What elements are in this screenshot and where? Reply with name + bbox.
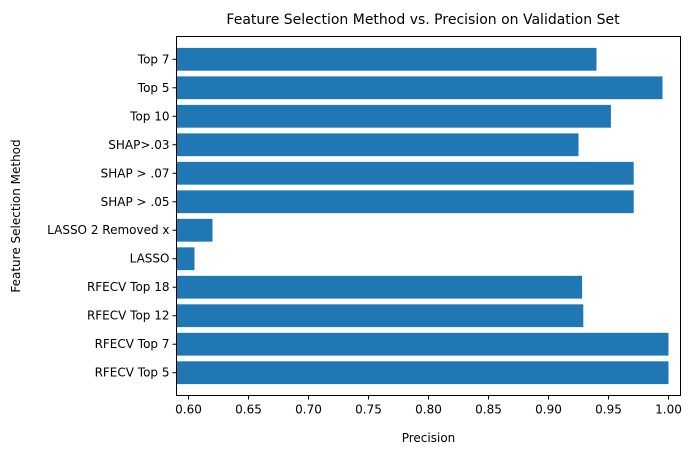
x-tick-label: 0.60 xyxy=(175,403,202,417)
x-tick-label: 0.70 xyxy=(295,403,322,417)
x-tick-label: 0.65 xyxy=(235,403,262,417)
bar-2 xyxy=(176,304,584,328)
bar-5 xyxy=(176,218,213,242)
x-tick-label: 0.95 xyxy=(595,403,622,417)
bar-9 xyxy=(176,104,611,128)
y-tick-label: Top 7 xyxy=(137,52,170,66)
plot-frame xyxy=(176,36,681,396)
y-tick-label: RFECV Top 7 xyxy=(95,337,170,351)
bar-11 xyxy=(176,47,597,71)
x-axis-label: Precision xyxy=(402,431,456,445)
y-tick-label: SHAP > .07 xyxy=(101,166,170,180)
bar-1 xyxy=(176,332,669,356)
y-tick-label: Top 10 xyxy=(129,109,169,123)
bar-6 xyxy=(176,190,634,214)
bar-8 xyxy=(176,133,579,157)
y-tick-label: LASSO xyxy=(130,252,170,266)
y-tick-label: SHAP>.03 xyxy=(108,138,169,152)
bars-layer xyxy=(176,47,669,385)
y-tick-label: SHAP > .05 xyxy=(101,195,170,209)
x-tick-label: 0.90 xyxy=(535,403,562,417)
bar-4 xyxy=(176,247,195,271)
x-tick-label: 0.80 xyxy=(415,403,442,417)
x-tick-label: 1.00 xyxy=(655,403,682,417)
x-ticks: 0.60 0.65 0.70 0.75 0.80 0.85 0.90 0.95 1.00 xyxy=(175,395,682,417)
y-tick-label: RFECV Top 5 xyxy=(95,366,170,380)
bar-3 xyxy=(176,275,583,299)
y-tick-label: RFECV Top 12 xyxy=(87,309,170,323)
y-tick-label: RFECV Top 18 xyxy=(87,280,170,294)
y-ticks: RFECV Top 5 RFECV Top 7 RFECV Top 12 RFECV … xyxy=(47,52,177,380)
x-tick-label: 0.85 xyxy=(475,403,502,417)
y-axis-label: Feature Selection Method xyxy=(9,139,23,292)
y-tick-label: LASSO 2 Removed x xyxy=(47,223,169,237)
x-tick-label: 0.75 xyxy=(355,403,382,417)
bar-10 xyxy=(176,76,663,100)
y-tick-label: Top 5 xyxy=(137,81,170,95)
bar-0 xyxy=(176,361,669,385)
bar-7 xyxy=(176,161,634,185)
chart-title: Feature Selection Method vs. Precision o… xyxy=(226,12,620,28)
